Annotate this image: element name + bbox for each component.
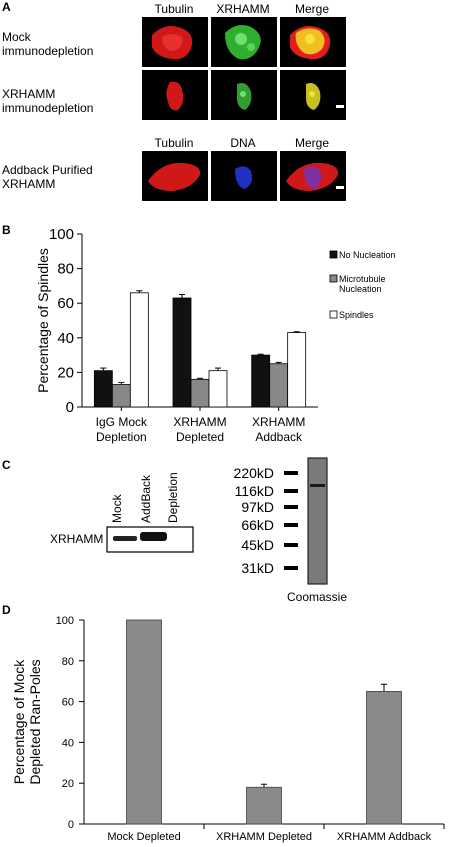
x-tick-label: XRHAMM Addback — [337, 831, 432, 843]
marker-label: 97kD — [241, 499, 274, 515]
blot-band-mock — [113, 536, 137, 541]
gel-band — [310, 484, 325, 487]
x-tick-label: Depleted — [176, 430, 224, 444]
bar — [126, 619, 162, 825]
micrograph-mock-tubulin — [142, 17, 208, 67]
bar — [251, 354, 271, 408]
bar — [190, 378, 210, 408]
panel-c-letter: C — [2, 458, 11, 472]
row-label-mock: Mock immunodepletion — [2, 30, 94, 58]
bar — [366, 691, 402, 825]
y-tick-label: 100 — [49, 226, 74, 243]
bar — [172, 297, 192, 408]
y-axis-label: Percentage of Mock — [11, 659, 27, 785]
y-tick-label: 60 — [57, 295, 74, 312]
y-tick-label: 80 — [62, 656, 74, 668]
legend-label: Spindles — [339, 310, 374, 320]
legend-label: Microtubule — [339, 274, 386, 284]
x-tick-label: XRHAMM — [173, 415, 226, 429]
y-tick-label: 0 — [66, 399, 74, 416]
marker-label: 116kD — [235, 483, 274, 499]
lane-label: AddBack — [139, 474, 153, 523]
blot-band-addback — [140, 532, 167, 541]
marker-tick — [284, 489, 298, 493]
bar — [111, 384, 131, 408]
x-tick-label: XRHAMM — [252, 415, 305, 429]
micrograph-mock-merge — [280, 17, 346, 67]
coomassie-gel — [307, 457, 328, 585]
bar — [129, 292, 149, 408]
micrograph-addback-dna — [211, 151, 277, 201]
marker-label: 66kD — [241, 517, 274, 533]
marker-tick — [284, 543, 298, 547]
header-xrhamm: XRHAMM — [216, 2, 270, 16]
y-tick-label: 60 — [62, 697, 74, 709]
micrograph-depletion-tubulin — [142, 70, 208, 120]
gel-label: Coomassie — [287, 590, 347, 604]
y-axis-label: Depleted Ran-Poles — [27, 659, 43, 784]
micrograph-addback-merge — [280, 151, 346, 201]
x-tick-label: IgG Mock — [96, 415, 148, 429]
western-blot-figure: Mock AddBack Depletion XRHAMM 220kD 116kD97kD… — [50, 457, 347, 604]
scale-bar — [336, 105, 344, 108]
x-tick-label: Mock Depleted — [107, 831, 180, 843]
header-tubulin: Tubulin — [154, 2, 194, 16]
y-tick-label: 20 — [57, 364, 74, 381]
micrograph-addback-tubulin — [142, 151, 208, 201]
marker-tick — [284, 523, 298, 527]
bar — [269, 363, 289, 408]
y-tick-label: 80 — [57, 261, 74, 278]
scale-bar-2 — [336, 186, 344, 189]
y-tick-label: 40 — [62, 737, 74, 749]
legend-label: No Nucleation — [339, 250, 396, 260]
marker-tick — [284, 471, 298, 475]
bar — [208, 370, 228, 408]
marker-label: 31kD — [241, 560, 274, 576]
y-tick-label: 20 — [62, 778, 74, 790]
micrograph-depletion-xrhamm — [211, 70, 277, 120]
x-tick-label: XRHAMM Depleted — [216, 831, 312, 843]
bar — [246, 786, 282, 825]
header-merge: Merge — [294, 2, 329, 16]
y-tick-label: 40 — [57, 330, 74, 347]
legend-label: Nucleation — [339, 284, 382, 294]
header-merge-2: Merge — [294, 136, 329, 150]
y-tick-label: 100 — [56, 615, 74, 627]
x-tick-label: Addback — [255, 430, 303, 444]
y-tick-label: 0 — [68, 819, 74, 831]
spindle-bar-chart: 0 20 40 60 80 100 Percentage of Spindles IgG Mo… — [35, 226, 396, 444]
legend-swatch — [329, 250, 338, 259]
marker-tick — [284, 505, 298, 509]
lane-label: Mock — [110, 493, 124, 523]
x-tick-label: Depletion — [96, 430, 147, 444]
bar — [287, 332, 307, 408]
y-axis-label: Percentage of Spindles — [35, 248, 51, 393]
lane-label: Depletion — [166, 472, 180, 523]
panel-d-letter: D — [2, 603, 11, 617]
marker-label: 220kD — [234, 465, 274, 481]
bar — [93, 370, 113, 408]
header-dna: DNA — [230, 136, 256, 150]
marker-label: 45kD — [241, 537, 274, 553]
panel-a-letter: A — [2, 0, 11, 14]
row-label-addback: Addback Purified XRHAMM — [2, 163, 93, 191]
ranpoles-bar-chart: 0 20 40 60 80 100 Percentage of Mock Depleted R… — [11, 615, 445, 843]
header-tubulin-2: Tubulin — [154, 136, 194, 150]
micrograph-depletion-merge — [280, 70, 346, 120]
blot-label: XRHAMM — [50, 532, 103, 546]
legend-swatch — [329, 310, 338, 319]
legend-swatch — [329, 274, 338, 283]
micrograph-mock-xrhamm — [211, 17, 277, 67]
row-label-xrhamm: XRHAMM immunodepletion — [2, 87, 94, 115]
panel-b-letter: B — [2, 223, 11, 237]
marker-tick — [284, 566, 298, 570]
